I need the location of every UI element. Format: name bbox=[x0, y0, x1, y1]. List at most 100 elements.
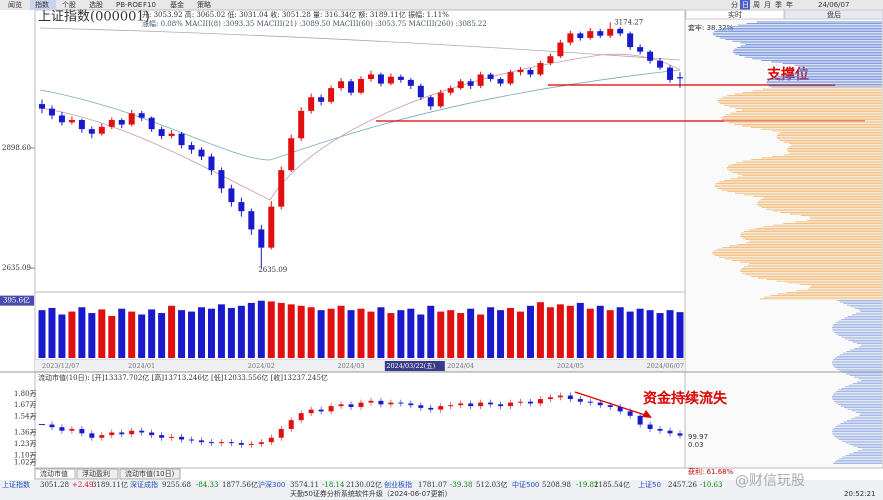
side-tab[interactable]: 盘后 bbox=[827, 10, 841, 19]
ticker-item: +2.49 bbox=[72, 481, 93, 489]
lower-body bbox=[189, 439, 195, 441]
y-tick-label: 1.02万 bbox=[14, 458, 37, 466]
toolbar-bg bbox=[0, 0, 883, 10]
lower-body bbox=[248, 443, 254, 445]
volume-bar bbox=[148, 309, 156, 358]
ticker-item: -18.14 bbox=[322, 481, 345, 489]
ticker-item: 2457.26 bbox=[668, 481, 697, 489]
volume-bar bbox=[237, 305, 245, 358]
lower-body bbox=[69, 428, 75, 431]
toolbar-item[interactable]: 指数 bbox=[35, 0, 49, 9]
lower-body bbox=[378, 400, 384, 405]
bottom-tab-bg bbox=[76, 468, 119, 480]
candle-body bbox=[148, 117, 155, 130]
candle-body bbox=[178, 133, 185, 146]
period-tab[interactable]: 年 bbox=[786, 0, 793, 9]
right-label: 0.03 bbox=[688, 441, 704, 449]
candle-body bbox=[208, 156, 215, 171]
candle-body bbox=[308, 97, 315, 111]
candle-body bbox=[88, 129, 95, 134]
candle-body bbox=[248, 211, 255, 230]
toolbar-item[interactable]: PB-ROE bbox=[116, 1, 142, 9]
volume-bar bbox=[108, 315, 116, 358]
candle-body bbox=[188, 145, 195, 150]
lower-body bbox=[268, 437, 274, 443]
period-tab[interactable]: 日 bbox=[742, 1, 749, 9]
candle-body bbox=[128, 113, 135, 125]
volume-bar bbox=[377, 307, 385, 358]
toolbar-item[interactable]: 基金 bbox=[170, 0, 184, 9]
volume-bar bbox=[217, 304, 225, 358]
toolbar-item[interactable]: 策略 bbox=[197, 0, 211, 9]
lower-body bbox=[59, 427, 65, 431]
lower-body bbox=[488, 402, 494, 405]
candle-body bbox=[358, 79, 364, 93]
volume-bar bbox=[357, 308, 365, 358]
lower-body bbox=[607, 405, 613, 407]
lower-body bbox=[468, 403, 474, 407]
lower-body bbox=[438, 406, 444, 410]
candle-body bbox=[168, 133, 175, 136]
right-label: 99.97 bbox=[688, 433, 708, 441]
ticker-item: 中证500 bbox=[512, 480, 539, 489]
volume-bar bbox=[297, 305, 305, 358]
candle-body bbox=[637, 47, 644, 52]
volume-bar bbox=[198, 307, 205, 358]
bottom-tab[interactable]: 流动市值 bbox=[40, 469, 68, 478]
trapped: 套牢: 38.32% bbox=[688, 23, 734, 32]
tab-active bbox=[740, 0, 750, 10]
toolbar-item[interactable]: F10 bbox=[143, 1, 156, 9]
volume-bar bbox=[88, 313, 96, 358]
lower-body bbox=[109, 432, 115, 436]
candle-body bbox=[647, 51, 654, 61]
lower-body bbox=[368, 400, 374, 403]
candle-body bbox=[338, 81, 345, 89]
side-tab[interactable]: 实时 bbox=[728, 10, 742, 19]
volume-bar bbox=[447, 310, 455, 358]
ticker-item: 3051.28 bbox=[40, 481, 69, 489]
status-bg bbox=[0, 480, 883, 500]
candle-body bbox=[607, 28, 614, 36]
period-tab[interactable]: 月 bbox=[764, 1, 771, 9]
lower-body bbox=[129, 430, 135, 435]
candle-body bbox=[557, 42, 564, 57]
ticker-item: 5208.98 bbox=[542, 481, 571, 489]
volume-bar bbox=[178, 310, 186, 358]
lower-body bbox=[547, 397, 553, 400]
volume-bar bbox=[616, 307, 624, 358]
volume-bar bbox=[596, 305, 604, 358]
lower-body bbox=[428, 407, 434, 410]
toolbar-item[interactable]: 选股 bbox=[89, 0, 103, 9]
lower-body bbox=[139, 430, 145, 433]
volume-bar bbox=[546, 307, 554, 358]
candle-body bbox=[427, 97, 434, 107]
time: 20:52:21 bbox=[844, 490, 875, 498]
candle-body bbox=[677, 77, 683, 79]
volume-bar bbox=[417, 314, 425, 358]
candle-body bbox=[417, 85, 424, 98]
lower-body bbox=[537, 399, 543, 404]
lower-body bbox=[677, 433, 683, 436]
period-tab[interactable]: 周 bbox=[753, 1, 760, 9]
lower-body bbox=[637, 415, 643, 425]
ticker-item: 创业板指 bbox=[384, 480, 412, 489]
lower-body bbox=[99, 435, 105, 438]
date-label: 2024/06/07 bbox=[647, 362, 684, 370]
bottom-tab[interactable]: 浮动盈利 bbox=[82, 469, 110, 478]
volume-bar bbox=[556, 304, 564, 358]
toolbar-item[interactable]: 个股 bbox=[62, 1, 76, 9]
candle-body bbox=[268, 206, 275, 248]
title: 上证指数(000001) bbox=[38, 10, 150, 25]
candle-body bbox=[547, 56, 554, 64]
ticker-item: 3189.11亿 bbox=[92, 480, 128, 489]
period-tab[interactable]: 分 bbox=[731, 0, 738, 9]
period-tab[interactable]: 季 bbox=[775, 0, 782, 9]
date-highlight bbox=[384, 361, 445, 371]
toolbar-item[interactable]: 闻览 bbox=[8, 0, 22, 9]
volume-bar bbox=[457, 313, 465, 358]
candle-body bbox=[407, 79, 414, 86]
date-label: 2023/12/07 bbox=[42, 362, 79, 370]
bottom-tab[interactable]: 流动市值(10日) bbox=[125, 469, 175, 478]
lower-body bbox=[448, 405, 454, 407]
ticker-item: 3574.11 bbox=[290, 481, 319, 489]
